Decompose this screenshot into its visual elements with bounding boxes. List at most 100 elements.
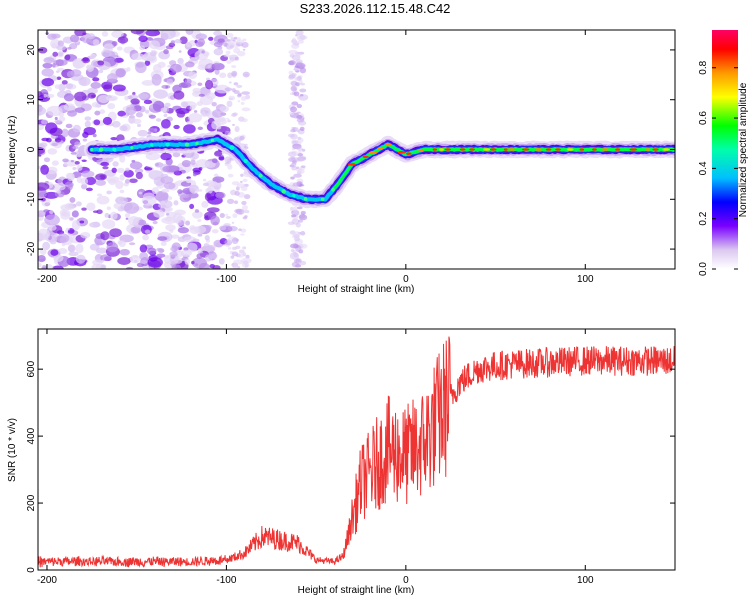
noise-blob: [235, 208, 245, 215]
noise-blob: [227, 173, 234, 178]
noise-blob: [130, 226, 140, 234]
ridge-spot: [130, 146, 134, 150]
noise-blob: [242, 48, 246, 51]
noise-blob: [219, 105, 230, 113]
noise-blob: [81, 57, 91, 64]
noise-blob: [291, 234, 300, 239]
noise-blob: [202, 182, 210, 187]
noise-blob: [181, 159, 192, 168]
snr-series-line: [38, 336, 675, 568]
noise-blob: [293, 173, 302, 178]
noise-blob: [298, 214, 308, 221]
noise-blob: [38, 106, 47, 116]
ridge-hotspot: [629, 148, 638, 151]
noise-blob: [119, 189, 125, 194]
noise-blob: [78, 76, 91, 87]
noise-blob: [41, 68, 54, 77]
noise-blob: [63, 103, 76, 111]
noise-blob: [115, 180, 124, 190]
noise-blob: [201, 201, 209, 208]
noise-blob: [219, 72, 227, 79]
noise-blob: [71, 210, 79, 218]
noise-blob: [184, 78, 192, 85]
noise-blob: [213, 48, 224, 56]
noise-blob: [100, 231, 110, 241]
noise-blob: [177, 189, 183, 194]
noise-blob: [148, 127, 156, 133]
noise-blob: [81, 159, 87, 163]
noise-blob: [145, 37, 154, 41]
noise-blob: [290, 129, 296, 133]
noise-blob: [296, 103, 303, 109]
snr-frame: [37, 328, 676, 571]
ridge-spot: [331, 187, 335, 192]
noise-blob: [53, 59, 68, 66]
noise-blob: [297, 40, 304, 44]
noise-blob: [231, 237, 239, 245]
noise-blob: [87, 33, 96, 40]
noise-blob: [224, 130, 232, 136]
noise-blob: [119, 174, 125, 181]
noise-blob: [132, 118, 142, 125]
noise-blob: [173, 257, 183, 264]
noise-blob: [194, 209, 200, 213]
noise-blob: [218, 156, 225, 161]
colorbar-tick-label: 0.6: [698, 111, 709, 125]
noise-blob: [233, 82, 239, 86]
noise-blob: [242, 71, 250, 78]
noise-blob: [299, 67, 307, 74]
x-tick-label: -200: [37, 575, 57, 586]
noise-blob: [218, 258, 225, 265]
noise-blob: [184, 258, 191, 265]
noise-blob: [227, 247, 232, 250]
noise-blob: [56, 76, 62, 81]
noise-blob: [231, 251, 239, 257]
noise-blob: [298, 219, 304, 223]
ridge-spot: [98, 147, 104, 152]
noise-blob: [43, 157, 51, 163]
noise-blob: [170, 63, 182, 73]
noise-blob: [66, 70, 75, 78]
noise-blob: [90, 82, 102, 89]
noise-blob: [80, 177, 88, 186]
noise-blob: [92, 259, 103, 266]
noise-blob: [162, 165, 177, 173]
noise-blob: [292, 139, 299, 144]
noise-blob: [111, 120, 121, 128]
noise-blob: [111, 167, 117, 174]
noise-blob: [63, 93, 75, 102]
noise-blob: [192, 87, 202, 93]
noise-blob: [226, 39, 231, 42]
noise-blob: [160, 200, 166, 205]
noise-blob: [240, 228, 247, 233]
noise-blob: [76, 164, 83, 171]
noise-blob: [119, 248, 130, 256]
noise-blob: [139, 252, 149, 261]
noise-blob: [160, 107, 168, 113]
noise-blob: [141, 79, 155, 86]
noise-blob: [139, 45, 146, 51]
noise-blob: [299, 82, 306, 86]
noise-blob: [74, 141, 81, 146]
noise-blob: [173, 90, 185, 100]
noise-blob: [211, 158, 218, 164]
noise-blob: [115, 196, 128, 205]
noise-blob: [297, 136, 302, 140]
noise-blob: [157, 236, 168, 241]
ridge-hotspot: [397, 151, 407, 154]
noise-blob: [165, 212, 170, 216]
noise-blob: [111, 30, 124, 38]
noise-blob: [226, 158, 232, 165]
noise-blob: [135, 61, 147, 74]
noise-blob: [217, 38, 225, 43]
noise-blob: [50, 249, 59, 256]
ridge-hotspot: [385, 143, 392, 147]
x-tick-label: 100: [577, 575, 594, 586]
noise-blob: [231, 70, 238, 77]
ridge-hotspot: [444, 148, 451, 151]
noise-blob: [191, 260, 195, 265]
noise-blob: [291, 210, 294, 213]
ridge-hotspot: [645, 148, 650, 151]
noise-blob: [113, 202, 122, 209]
